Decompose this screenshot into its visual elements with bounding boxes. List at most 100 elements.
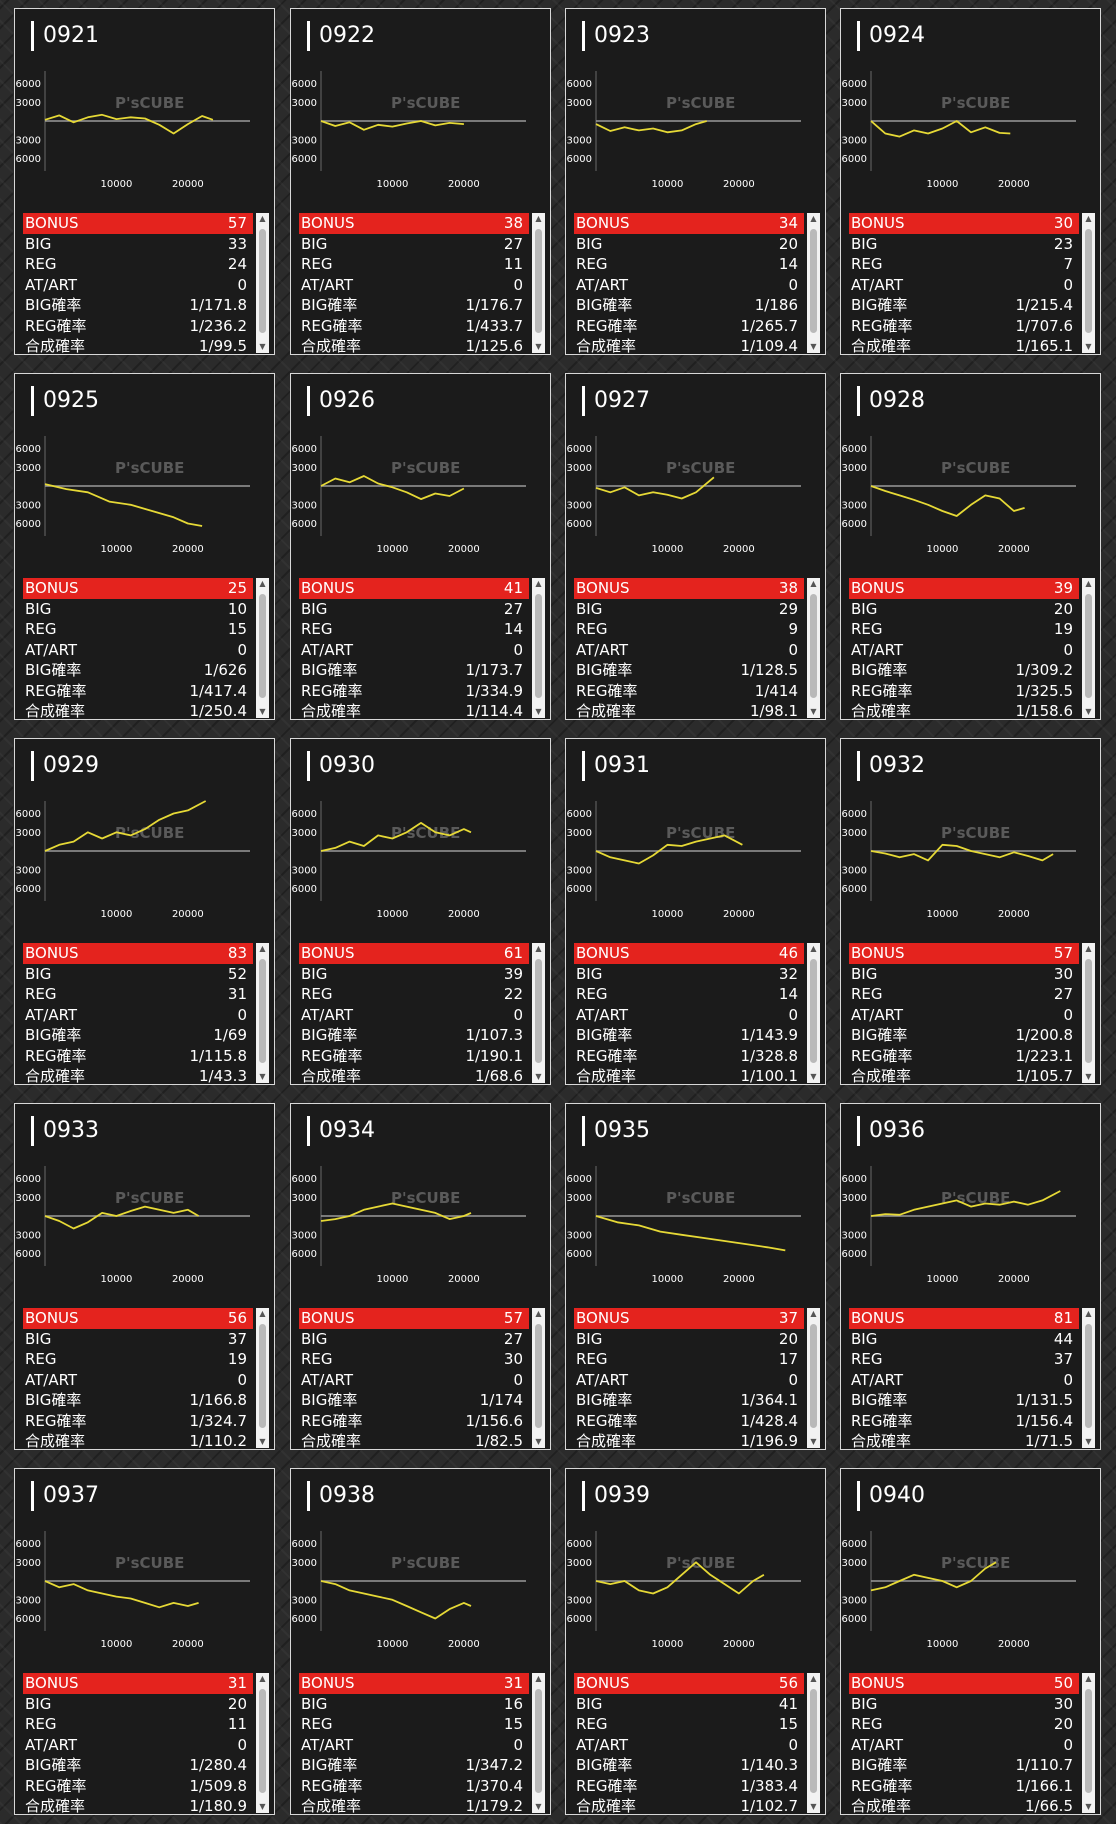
scroll-up-icon[interactable]: ▲ bbox=[259, 579, 266, 588]
scroll-thumb[interactable] bbox=[259, 1324, 266, 1428]
stat-row-reg-rate: REG確率 1/325.5 bbox=[849, 681, 1079, 702]
scroll-down-icon[interactable]: ▼ bbox=[535, 342, 542, 351]
stats-scrollbar[interactable]: ▲ ▼ bbox=[807, 1308, 820, 1448]
scroll-down-icon[interactable]: ▼ bbox=[810, 707, 817, 716]
scroll-up-icon[interactable]: ▲ bbox=[535, 579, 542, 588]
stat-row-reg: REG 15 bbox=[23, 619, 253, 640]
scroll-down-icon[interactable]: ▼ bbox=[259, 1437, 266, 1446]
stats-scrollbar[interactable]: ▲ ▼ bbox=[807, 1673, 820, 1813]
scroll-thumb[interactable] bbox=[535, 229, 542, 333]
scroll-down-icon[interactable]: ▼ bbox=[810, 1437, 817, 1446]
stats-scrollbar[interactable]: ▲ ▼ bbox=[1082, 578, 1095, 718]
scroll-thumb[interactable] bbox=[810, 229, 817, 333]
scroll-thumb[interactable] bbox=[259, 594, 266, 698]
stat-value: 52 bbox=[227, 964, 247, 983]
scroll-up-icon[interactable]: ▲ bbox=[259, 214, 266, 223]
scroll-thumb[interactable] bbox=[259, 1689, 266, 1793]
scroll-up-icon[interactable]: ▲ bbox=[810, 214, 817, 223]
stats-scrollbar[interactable]: ▲ ▼ bbox=[1082, 213, 1095, 353]
scroll-down-icon[interactable]: ▼ bbox=[1085, 1072, 1092, 1081]
stat-value: 57 bbox=[1053, 944, 1073, 962]
scroll-up-icon[interactable]: ▲ bbox=[535, 944, 542, 953]
scroll-up-icon[interactable]: ▲ bbox=[535, 214, 542, 223]
scroll-down-icon[interactable]: ▼ bbox=[535, 1072, 542, 1081]
scroll-down-icon[interactable]: ▼ bbox=[810, 1072, 817, 1081]
scroll-thumb[interactable] bbox=[259, 959, 266, 1063]
stats-scrollbar[interactable]: ▲ ▼ bbox=[532, 943, 545, 1083]
scroll-up-icon[interactable]: ▲ bbox=[259, 1674, 266, 1683]
stat-value: 0 bbox=[237, 1735, 247, 1754]
stats-scrollbar[interactable]: ▲ ▼ bbox=[532, 578, 545, 718]
scroll-thumb[interactable] bbox=[535, 959, 542, 1063]
stat-label: AT/ART bbox=[576, 275, 629, 294]
scroll-thumb[interactable] bbox=[1085, 959, 1092, 1063]
y-tick-label: -3000 bbox=[291, 1230, 317, 1241]
stat-label: BIG bbox=[25, 599, 52, 618]
scroll-thumb[interactable] bbox=[259, 229, 266, 333]
scroll-up-icon[interactable]: ▲ bbox=[1085, 1674, 1092, 1683]
stat-value: 20 bbox=[227, 1694, 247, 1713]
slump-chart: P'sCUBE 6000 3000 -3000 -6000 10000 20000 bbox=[291, 1531, 526, 1650]
scroll-thumb[interactable] bbox=[535, 1689, 542, 1793]
stats-scrollbar[interactable]: ▲ ▼ bbox=[532, 1673, 545, 1813]
scroll-down-icon[interactable]: ▼ bbox=[259, 1802, 266, 1811]
stats-scrollbar[interactable]: ▲ ▼ bbox=[256, 1673, 269, 1813]
scroll-down-icon[interactable]: ▼ bbox=[535, 1802, 542, 1811]
scroll-thumb[interactable] bbox=[1085, 594, 1092, 698]
scroll-thumb[interactable] bbox=[535, 1324, 542, 1428]
stat-value: 15 bbox=[227, 620, 247, 638]
scroll-thumb[interactable] bbox=[810, 1324, 817, 1428]
scroll-up-icon[interactable]: ▲ bbox=[810, 579, 817, 588]
scroll-thumb[interactable] bbox=[535, 594, 542, 698]
stat-row-bonus: BONUS 41 bbox=[299, 578, 529, 599]
x-tick-label: 20000 bbox=[448, 179, 480, 190]
x-tick-label: 20000 bbox=[448, 1274, 480, 1285]
scroll-up-icon[interactable]: ▲ bbox=[535, 1674, 542, 1683]
stats-scrollbar[interactable]: ▲ ▼ bbox=[256, 213, 269, 353]
scroll-down-icon[interactable]: ▼ bbox=[810, 342, 817, 351]
scroll-down-icon[interactable]: ▼ bbox=[259, 342, 266, 351]
scroll-thumb[interactable] bbox=[810, 1689, 817, 1793]
scroll-up-icon[interactable]: ▲ bbox=[1085, 214, 1092, 223]
stats-scrollbar[interactable]: ▲ ▼ bbox=[807, 943, 820, 1083]
scroll-down-icon[interactable]: ▼ bbox=[1085, 342, 1092, 351]
scroll-down-icon[interactable]: ▼ bbox=[1085, 707, 1092, 716]
stats-scrollbar[interactable]: ▲ ▼ bbox=[807, 578, 820, 718]
scroll-up-icon[interactable]: ▲ bbox=[535, 1309, 542, 1318]
scroll-up-icon[interactable]: ▲ bbox=[810, 1674, 817, 1683]
slump-chart: P'sCUBE 6000 3000 -3000 -6000 10000 20000 bbox=[566, 436, 801, 555]
stat-label: BIG確率 bbox=[301, 1026, 358, 1044]
scroll-thumb[interactable] bbox=[810, 594, 817, 698]
scroll-thumb[interactable] bbox=[1085, 229, 1092, 333]
scroll-up-icon[interactable]: ▲ bbox=[259, 944, 266, 953]
stats-scrollbar[interactable]: ▲ ▼ bbox=[256, 1308, 269, 1448]
scroll-up-icon[interactable]: ▲ bbox=[1085, 944, 1092, 953]
scroll-down-icon[interactable]: ▼ bbox=[535, 1437, 542, 1446]
scroll-thumb[interactable] bbox=[810, 959, 817, 1063]
stats-scrollbar[interactable]: ▲ ▼ bbox=[1082, 943, 1095, 1083]
stats-scrollbar[interactable]: ▲ ▼ bbox=[256, 578, 269, 718]
scroll-thumb[interactable] bbox=[1085, 1689, 1092, 1793]
scroll-thumb[interactable] bbox=[1085, 1324, 1092, 1428]
stats-scrollbar[interactable]: ▲ ▼ bbox=[532, 1308, 545, 1448]
scroll-down-icon[interactable]: ▼ bbox=[1085, 1437, 1092, 1446]
scroll-down-icon[interactable]: ▼ bbox=[259, 707, 266, 716]
stat-row-bonus: BONUS 57 bbox=[23, 213, 253, 234]
stat-value: 1/280.4 bbox=[189, 1756, 247, 1774]
stats-scrollbar[interactable]: ▲ ▼ bbox=[1082, 1308, 1095, 1448]
scroll-up-icon[interactable]: ▲ bbox=[810, 944, 817, 953]
scroll-up-icon[interactable]: ▲ bbox=[259, 1309, 266, 1318]
scroll-down-icon[interactable]: ▼ bbox=[1085, 1802, 1092, 1811]
stats-scrollbar[interactable]: ▲ ▼ bbox=[256, 943, 269, 1083]
scroll-up-icon[interactable]: ▲ bbox=[810, 1309, 817, 1318]
stats-scrollbar[interactable]: ▲ ▼ bbox=[532, 213, 545, 353]
stat-value: 0 bbox=[237, 275, 247, 294]
stats-scrollbar[interactable]: ▲ ▼ bbox=[1082, 1673, 1095, 1813]
x-tick-label: 10000 bbox=[652, 544, 684, 555]
stats-scrollbar[interactable]: ▲ ▼ bbox=[807, 213, 820, 353]
scroll-down-icon[interactable]: ▼ bbox=[259, 1072, 266, 1081]
scroll-down-icon[interactable]: ▼ bbox=[535, 707, 542, 716]
scroll-down-icon[interactable]: ▼ bbox=[810, 1802, 817, 1811]
scroll-up-icon[interactable]: ▲ bbox=[1085, 1309, 1092, 1318]
scroll-up-icon[interactable]: ▲ bbox=[1085, 579, 1092, 588]
